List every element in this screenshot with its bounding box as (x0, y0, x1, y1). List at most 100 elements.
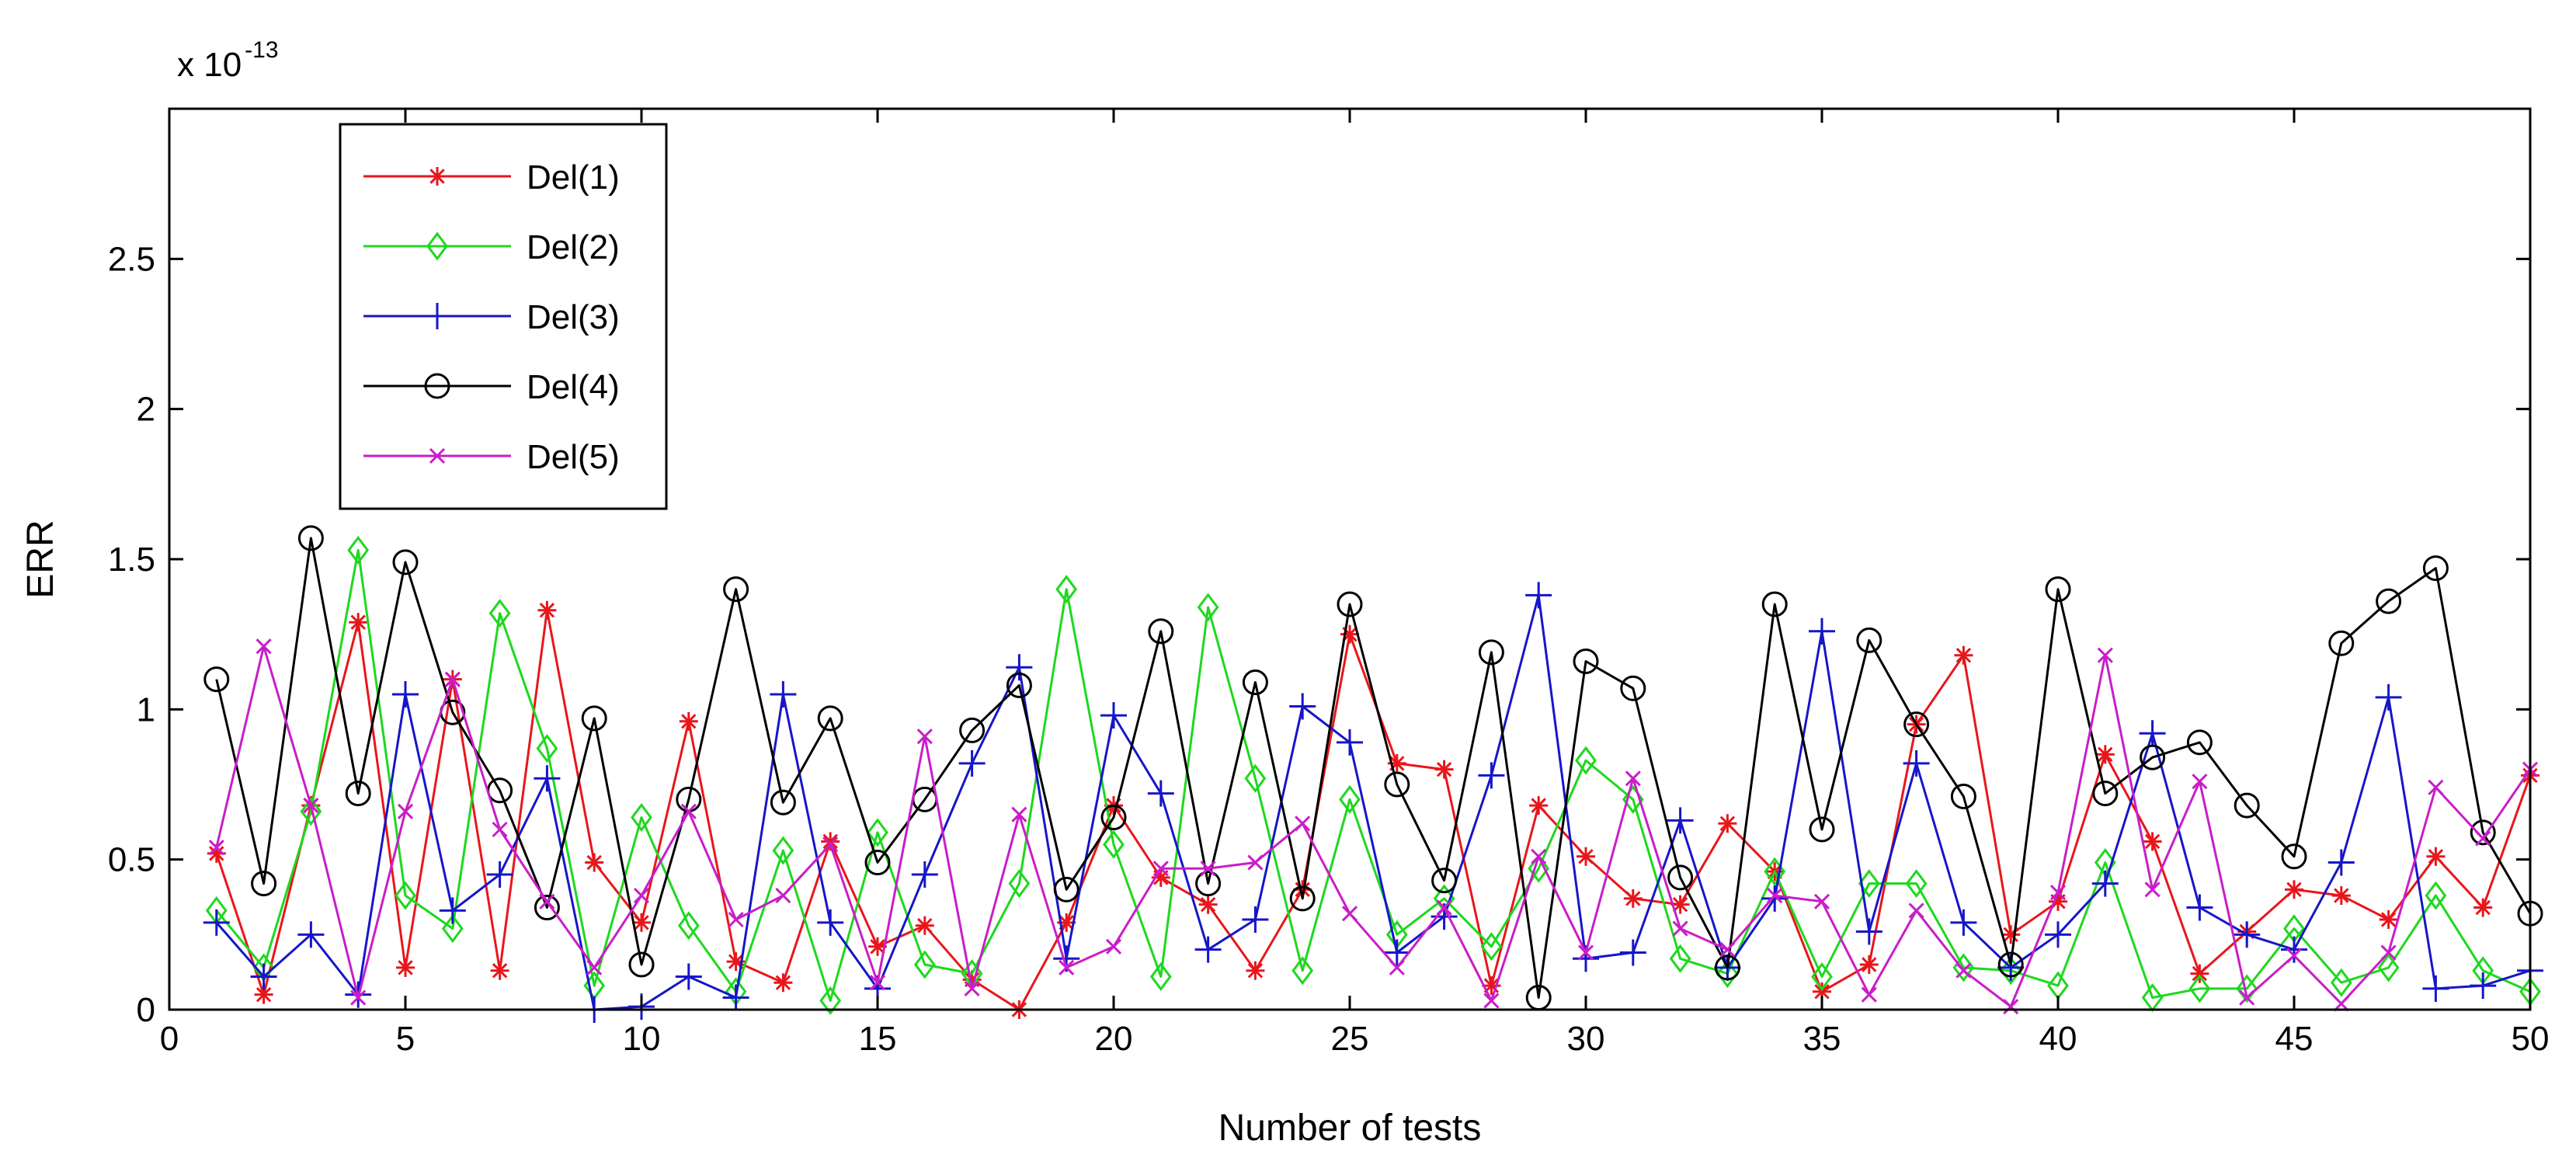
series-3-point (2186, 894, 2213, 921)
series-4-point (1573, 648, 1599, 674)
series-4-point (297, 525, 324, 551)
series-5-point (2286, 948, 2303, 964)
series-5-point (2144, 882, 2161, 898)
series-1-point (1246, 961, 1265, 980)
series-3-point (1619, 939, 1646, 966)
series-layer (203, 525, 2543, 1023)
series-1-point (1577, 847, 1595, 866)
series-1-point (396, 958, 415, 977)
series-2-point (1905, 869, 1928, 899)
series-1-point (2285, 880, 2303, 899)
series-2-point (300, 797, 322, 826)
series-1-point (2473, 898, 2493, 917)
series-5-point (1531, 848, 1547, 864)
series-4-point (1384, 771, 1410, 798)
series-4-point (864, 850, 891, 876)
series-4-point (1478, 639, 1504, 666)
series-4-point (345, 781, 371, 807)
series-2-point (1716, 959, 1739, 989)
series-1-point (2190, 964, 2209, 983)
series-4-point (2328, 630, 2355, 656)
series-1-point (915, 916, 934, 935)
series-3-point (1242, 906, 1269, 933)
series-5-point (303, 798, 319, 814)
series-3-point (2470, 972, 2497, 1000)
series-1-point (773, 973, 793, 993)
series-3-point (1478, 762, 1505, 789)
series-4-point (2140, 744, 2166, 770)
series-3-point (2327, 849, 2355, 876)
series-4-point (392, 549, 419, 576)
series-5-point (1011, 806, 1027, 822)
series-4-point (581, 705, 607, 732)
legend-entry-3: Del(3) (363, 298, 620, 336)
series-5-point (1105, 938, 1122, 955)
series-5-point (1625, 770, 1641, 787)
series-2-point (2236, 974, 2258, 1003)
series-3-point (1525, 582, 1552, 609)
series-4-point (1100, 805, 1127, 831)
series-4-point (1242, 669, 1268, 696)
series-1-point (1623, 888, 1643, 908)
tick-layer: 0 5 10 15 20 25 30 35 40 45 50 0 0.5 1 1.5 2 2.5 (108, 109, 2549, 1058)
series-5-point (1861, 986, 1877, 1003)
series-5-point (822, 836, 839, 853)
series-1-point (2143, 832, 2162, 851)
series-2-point (1055, 575, 1078, 604)
legend-entry-4: Del(4) (363, 368, 620, 406)
series-2-point (2377, 953, 2400, 982)
series-4-point (1667, 864, 1694, 891)
y-tick-label: 1 (137, 690, 155, 729)
x-tick-label: 20 (1095, 1020, 1133, 1058)
legend-marker (424, 303, 450, 329)
series-5-point (256, 638, 272, 655)
series-5-point (1767, 888, 1783, 904)
series-1-point (821, 832, 840, 851)
series-1-point (2426, 847, 2446, 866)
series-2-point (1008, 869, 1031, 899)
x-tick-label: 15 (859, 1020, 897, 1058)
legend-marker (424, 373, 450, 399)
y-scale-exponent: -13 (245, 37, 278, 63)
series-4-point (1431, 868, 1458, 894)
series-4-point (2186, 729, 2213, 756)
legend-entry-2: Del(2) (363, 228, 620, 266)
series-5 (208, 638, 2539, 1015)
series-4-point (2281, 843, 2307, 870)
series-4-point (1195, 871, 1222, 897)
series-3-point (770, 681, 797, 708)
series-2-point (1669, 944, 1691, 973)
series-4-point (1714, 955, 1740, 981)
legend-marker (428, 167, 447, 186)
series-3-point (534, 765, 561, 792)
series-1-point (490, 961, 509, 980)
series-2-point (1480, 932, 1503, 962)
series-5-point (2380, 944, 2397, 961)
series-5-point (2049, 885, 2067, 901)
legend-marker (426, 231, 448, 261)
series-5-point (680, 803, 697, 819)
series-5-point (1152, 861, 1169, 877)
legend-entry-1: Del(1) (363, 158, 620, 196)
legend-label: Del(5) (527, 438, 620, 476)
series-4-point (2045, 576, 2071, 603)
series-5-point (2239, 989, 2255, 1006)
series-5-point (1672, 920, 1688, 937)
series-5-point (869, 975, 886, 991)
series-4-point (770, 789, 796, 815)
series-5-point (728, 911, 744, 928)
series-3-point (675, 963, 702, 990)
series-5-point (775, 888, 791, 904)
series-5-point (492, 821, 508, 838)
series-2-point (488, 599, 511, 628)
series-2-point (1339, 784, 1361, 814)
series-5-point (2192, 774, 2208, 790)
series-2-point (536, 734, 558, 763)
y-tick-label: 0 (137, 991, 155, 1029)
series-3-point (817, 909, 844, 936)
series-4-point (2376, 588, 2402, 614)
x-tick-label: 0 (160, 1020, 179, 1058)
series-1-point (1670, 895, 1690, 914)
series-3-point (911, 861, 938, 888)
